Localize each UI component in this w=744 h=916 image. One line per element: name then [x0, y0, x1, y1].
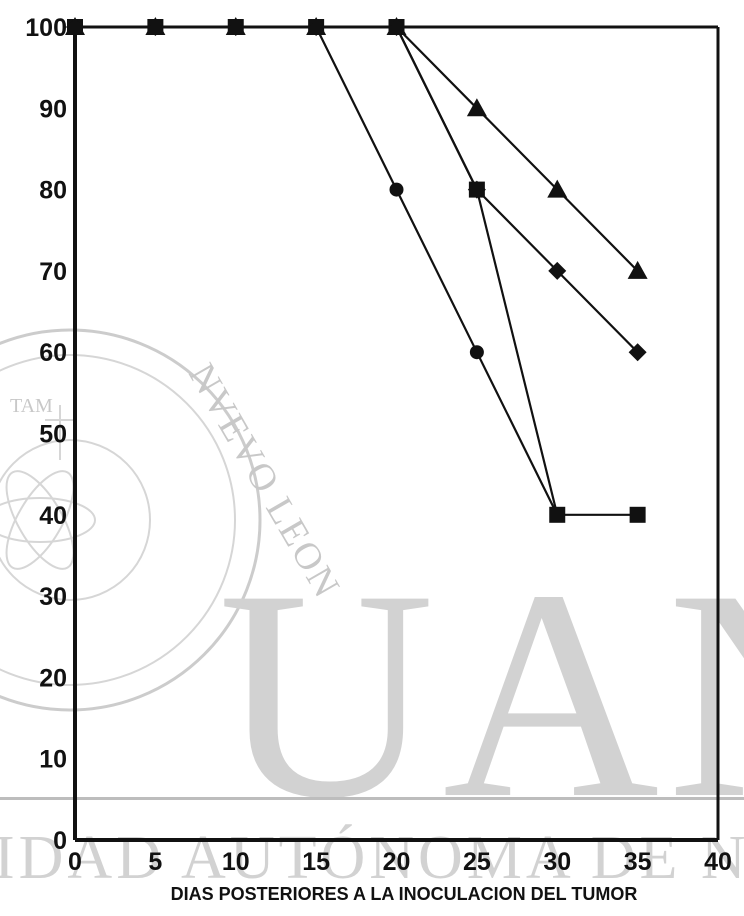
y-tick-label: 30 [39, 583, 67, 611]
x-tick-label: 30 [543, 848, 571, 876]
series-circle-line [75, 25, 559, 516]
series-group [65, 17, 648, 523]
series-triangle-point [225, 17, 246, 35]
series-diamond-point [548, 261, 567, 280]
y-tick-label: 60 [39, 339, 67, 367]
y-tick-label: 90 [39, 95, 67, 123]
y-tick-label: 100 [25, 14, 67, 42]
x-tick-label: 40 [704, 848, 732, 876]
university-watermark: TAM NVEVO LEON UAN IDAD AUTÓNOMA DE NUE [0, 328, 744, 892]
watermark-band-text: IDAD AUTÓNOMA DE NUE [0, 824, 744, 892]
y-tick-label: 10 [39, 746, 67, 774]
y-tick-label: 50 [39, 421, 67, 449]
x-axis-title: DIAS POSTERIORES A LA INOCULACION DEL TU… [171, 884, 638, 904]
series-triangle-point [627, 260, 648, 279]
series-circle-point [469, 345, 484, 360]
series-square-point [629, 506, 646, 523]
y-tick-label: 40 [39, 502, 67, 530]
x-tick-label: 10 [222, 848, 250, 876]
y-tick-label: 0 [53, 827, 67, 855]
tick-labels: 0 5 10 15 20 25 30 35 40 0 10 20 30 40 50 60 70 80 90 100 [25, 14, 732, 876]
series-circle-point [389, 182, 404, 197]
series-triangle-point [547, 179, 568, 198]
series-triangle-point [466, 98, 487, 117]
y-tick-label: 70 [39, 258, 67, 286]
series-triangle [65, 17, 648, 279]
series-diamond-point [628, 343, 647, 362]
y-tick-label: 80 [39, 177, 67, 205]
x-tick-label: 15 [302, 848, 330, 876]
series-triangle-point [65, 17, 85, 35]
x-tick-label: 0 [68, 848, 82, 876]
y-tick-label: 20 [39, 664, 67, 692]
x-tick-label: 35 [624, 848, 652, 876]
series-triangle-point [306, 17, 327, 35]
series-triangle-point [386, 17, 407, 35]
x-tick-label: 20 [383, 848, 411, 876]
seal-inner-text: TAM [10, 395, 53, 417]
series-triangle-line [75, 25, 639, 272]
x-tick-label: 25 [463, 848, 491, 876]
x-tick-label: 5 [148, 848, 162, 876]
series-triangle-point [145, 17, 166, 35]
series-diamond-point [467, 180, 486, 199]
series-square-point [549, 506, 566, 523]
watermark-big-text: UAN [218, 528, 744, 860]
series-circle [68, 20, 565, 522]
